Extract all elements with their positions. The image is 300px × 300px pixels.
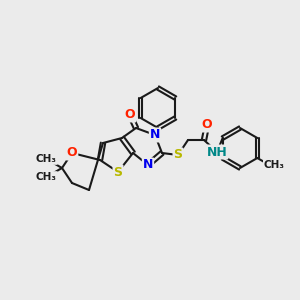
Text: N: N	[150, 128, 160, 142]
Text: O: O	[202, 118, 212, 131]
Text: S: S	[173, 148, 182, 161]
Text: S: S	[113, 166, 122, 178]
Text: CH₃: CH₃	[36, 172, 57, 182]
Text: O: O	[125, 109, 135, 122]
Text: O: O	[67, 146, 77, 160]
Text: NH: NH	[207, 146, 227, 158]
Text: N: N	[143, 158, 153, 172]
Text: CH₃: CH₃	[36, 154, 57, 164]
Text: CH₃: CH₃	[264, 160, 285, 170]
